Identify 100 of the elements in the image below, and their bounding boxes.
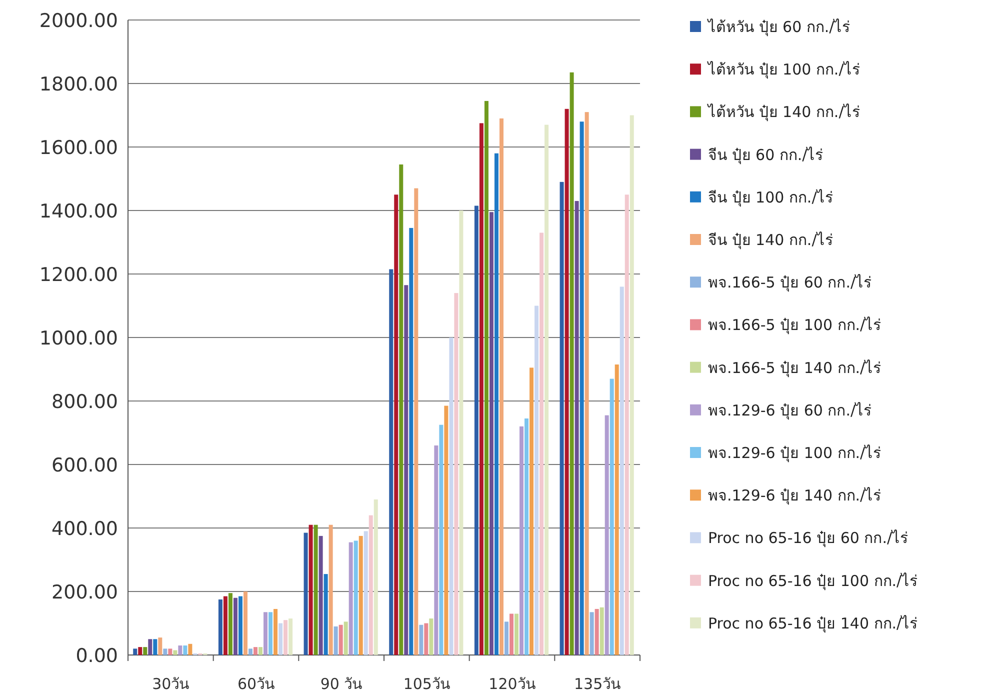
- bar: [570, 72, 574, 655]
- y-tick-label: 400.00: [52, 518, 118, 540]
- bar: [348, 542, 353, 655]
- bar: [308, 524, 313, 655]
- bar: [389, 269, 394, 655]
- bar: [610, 378, 614, 655]
- bar: [489, 212, 494, 655]
- bar: [304, 532, 308, 655]
- bar: [429, 618, 434, 655]
- bar: [524, 418, 529, 655]
- bar: [243, 592, 248, 655]
- y-tick-label: 2000.00: [39, 10, 118, 32]
- bar: [248, 648, 252, 655]
- bar: [228, 593, 232, 655]
- y-tick-label: 600.00: [52, 454, 118, 476]
- bar: [590, 612, 594, 655]
- bar: [278, 623, 283, 655]
- y-tick-label: 0.00: [76, 645, 118, 667]
- legend-label: จีน ปุ๋ย 100 กก./ไร่: [708, 188, 833, 208]
- bar: [173, 650, 178, 655]
- bar: [223, 596, 228, 655]
- bar: [594, 608, 599, 655]
- bar: [474, 206, 478, 655]
- bar: [153, 639, 158, 655]
- bar: [604, 415, 609, 655]
- bar: [253, 647, 258, 655]
- bar: [574, 200, 579, 655]
- bar: [168, 648, 172, 655]
- bar: [334, 626, 338, 655]
- bar: [374, 499, 378, 655]
- y-tick-label: 1800.00: [39, 74, 118, 96]
- legend-label: จีน ปุ๋ย 140 กก./ไร่: [708, 231, 833, 250]
- bar: [444, 406, 448, 655]
- bar: [419, 624, 424, 655]
- bar: [158, 638, 162, 655]
- x-tick-label: 60วัน: [237, 675, 275, 693]
- bar: [404, 285, 408, 655]
- x-tick-label: 120วัน: [488, 675, 536, 693]
- bar: [544, 124, 549, 655]
- bar: [454, 293, 458, 655]
- bar: [258, 647, 263, 655]
- bar: [414, 188, 418, 655]
- bar: [514, 614, 519, 655]
- bar: [284, 620, 288, 655]
- bar: [580, 122, 584, 655]
- bar: [434, 445, 438, 655]
- bar: [624, 194, 629, 655]
- bar: [163, 648, 168, 655]
- y-tick-label: 200.00: [52, 582, 118, 604]
- bar: [318, 536, 323, 655]
- bar: [268, 612, 273, 655]
- x-tick-label: 30วัน: [152, 675, 190, 693]
- bar: [439, 424, 444, 655]
- bar: [409, 228, 414, 655]
- bar: [494, 153, 498, 655]
- bar: [479, 123, 484, 655]
- bar: [484, 100, 488, 655]
- bar: [314, 524, 318, 655]
- y-tick-label: 800.00: [52, 391, 118, 413]
- x-tick-label: 105วัน: [403, 675, 450, 693]
- y-tick-label: 1200.00: [39, 264, 118, 286]
- bar: [338, 624, 343, 655]
- bar: [509, 614, 514, 655]
- bar: [133, 648, 138, 655]
- bar: [620, 286, 624, 655]
- bar: [344, 622, 348, 655]
- bar: [600, 607, 604, 655]
- bar: [288, 618, 293, 655]
- bar: [399, 164, 404, 655]
- bar: [328, 524, 333, 655]
- bar: [178, 645, 182, 655]
- bar: [148, 639, 152, 655]
- bar: [394, 194, 398, 655]
- bar: [264, 612, 268, 655]
- bar: [218, 599, 222, 655]
- bar: [504, 622, 508, 655]
- bar: [459, 210, 464, 655]
- x-tick-label: 90 วัน: [320, 675, 362, 693]
- bar: [449, 338, 454, 655]
- bar: [368, 515, 373, 655]
- bar: [143, 647, 148, 655]
- bar: [364, 531, 368, 655]
- bar: [183, 645, 188, 655]
- bar: [584, 112, 589, 655]
- bar: [520, 426, 524, 655]
- bar: [530, 368, 534, 655]
- bar: [358, 536, 363, 655]
- y-tick-label: 1600.00: [39, 137, 118, 159]
- y-tick-label: 1000.00: [39, 328, 118, 350]
- bar: [424, 623, 428, 655]
- bar: [534, 306, 539, 655]
- bar: [499, 118, 504, 655]
- bar: [324, 574, 328, 655]
- bar: [274, 608, 278, 655]
- x-tick-label: 135วัน: [574, 675, 621, 693]
- bar: [614, 364, 619, 655]
- bar: [564, 108, 569, 655]
- legend-label: จีน ปุ๋ย 60 กก./ไร่: [708, 146, 824, 165]
- bar: [354, 540, 358, 655]
- bar: [560, 182, 564, 655]
